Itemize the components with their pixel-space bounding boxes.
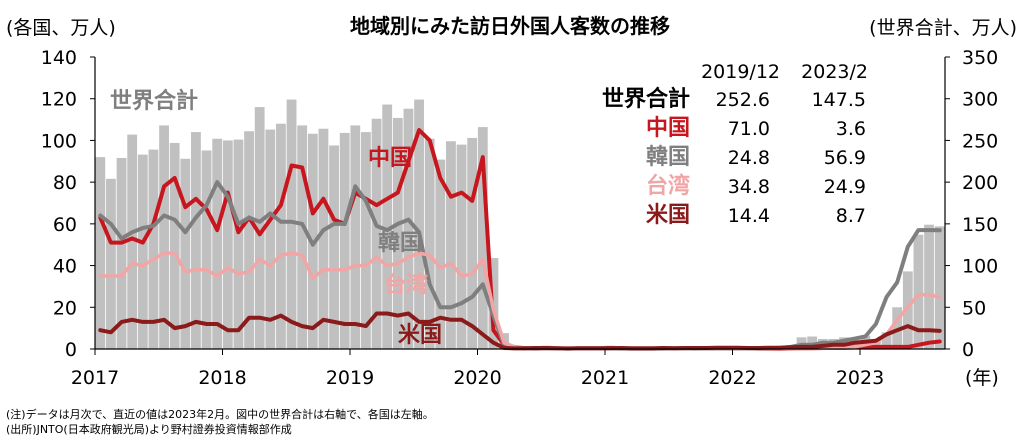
bar-world-total [116,157,127,349]
table-row-label: 台湾 [646,173,690,199]
bar-world-total [254,107,265,349]
x-tick-label: 2019 [326,367,374,389]
footnote-note: (注)データは月次で、直近の値は2023年2月。図中の世界合計は右軸で、各国は左… [6,408,434,421]
line-米国 [98,311,942,351]
bar-world-total [201,150,212,349]
left-tick-label: 20 [53,297,77,319]
table-cell-2019-12: 252.6 [716,89,770,111]
chart-title: 地域別にみた訪日外国人客数の推移 [350,14,670,38]
bar-world-total [148,149,159,349]
right-tick-label: 150 [962,214,998,236]
table-row-label: 韓国 [646,144,690,170]
bar-world-total [169,142,180,349]
bar-world-total [265,129,276,349]
table-cell-2019-12: 24.8 [728,147,770,169]
bar-world-total [329,145,339,349]
table-header-col1: 2019/12 [701,61,780,83]
bar-world-total [137,154,148,349]
series-label-世界合計: 世界合計 [110,88,198,114]
bar-world-total [191,132,201,349]
bar-world-total [446,141,456,349]
bar-world-total [212,138,223,349]
comparison-table: 2019/12 2023/2 世界合計 252.6 147.5 中国 71.0 3.6 韓国 24… [602,61,868,228]
bar-world-total [807,336,818,349]
bar-world-total [371,118,382,349]
table-cell-2023-2: 3.6 [836,118,866,140]
table-cell-2019-12: 71.0 [728,118,770,140]
x-tick-label: 2021 [581,367,629,389]
bar-world-total [244,131,254,349]
series-label-韓国: 韓国 [378,230,422,256]
x-tick-label: 2017 [71,367,119,389]
table-cell-2023-2: 147.5 [812,89,866,111]
right-tick-label: 300 [962,89,998,111]
x-tick-label: 2020 [453,367,501,389]
bar-world-total [924,224,934,349]
table-cell-2023-2: 24.9 [824,176,866,198]
bar-world-total [934,226,945,349]
bar-world-total [424,138,435,349]
left-tick-label: 80 [53,172,77,194]
left-tick-label: 100 [41,130,77,152]
table-header-col2: 2023/2 [801,61,868,83]
right-tick-label: 250 [962,130,998,152]
left-tick-label: 120 [41,89,77,111]
right-axis-label: (世界合計、万人) [869,17,1017,39]
bar-world-total [382,104,393,349]
bar-world-total [477,127,488,349]
bar-world-total [106,178,116,349]
bar-world-total [902,271,913,349]
bar-world-total [414,99,424,349]
bar-world-total [339,132,350,349]
left-tick-label: 60 [53,214,77,236]
bar-world-total [297,125,308,349]
bar-world-total [127,134,138,349]
right-tick-label: 100 [962,256,998,278]
bar-world-total [233,139,244,349]
axes: 0 20 40 60 80 100 120 140 0 50 100 150 200 250 300 350 2… [41,47,999,389]
footnote-source: (出所)JNTO(日本政府観光局)より野村證券投資情報部作成 [6,423,292,436]
right-tick-label: 200 [962,172,998,194]
table-cell-2019-12: 14.4 [728,205,770,227]
table-row-label: 米国 [646,203,690,228]
x-tick-label: 2018 [198,367,246,389]
bar-series-world-total [95,99,945,350]
bar-world-total [95,157,106,349]
bar-world-total [286,99,297,349]
table-cell-2023-2: 8.7 [836,205,866,227]
bar-world-total [350,125,361,349]
bar-world-total [881,332,892,349]
table-cell-2023-2: 56.9 [824,147,866,169]
series-label-台湾: 台湾 [384,272,428,298]
bar-world-total [180,158,191,349]
table-row-label: 世界合計 [602,86,690,112]
x-unit-label: (年) [965,367,999,389]
left-axis-label: (各国、万人) [6,17,116,39]
x-tick-label: 2022 [708,367,756,389]
right-tick-label: 0 [962,339,974,361]
bar-world-total [913,234,924,349]
bar-world-total [276,123,286,349]
bar-world-total [456,144,467,349]
bar-world-total [392,117,403,349]
bar-world-total [467,137,478,349]
bar-world-total [361,132,371,349]
left-tick-label: 140 [41,47,77,69]
left-tick-label: 0 [65,339,77,361]
bar-world-total [318,128,329,349]
bar-world-total [403,108,414,350]
bar-world-total [435,159,446,349]
series-label-米国: 米国 [398,323,442,348]
table-row-label: 中国 [646,116,690,141]
right-tick-label: 50 [962,297,986,319]
x-tick-label: 2023 [836,367,884,389]
bar-world-total [222,140,233,349]
series-label-中国: 中国 [368,146,412,171]
left-tick-label: 40 [53,256,77,278]
table-cell-2019-12: 34.8 [728,176,770,198]
bar-world-total [159,125,169,349]
right-tick-label: 350 [962,47,998,69]
